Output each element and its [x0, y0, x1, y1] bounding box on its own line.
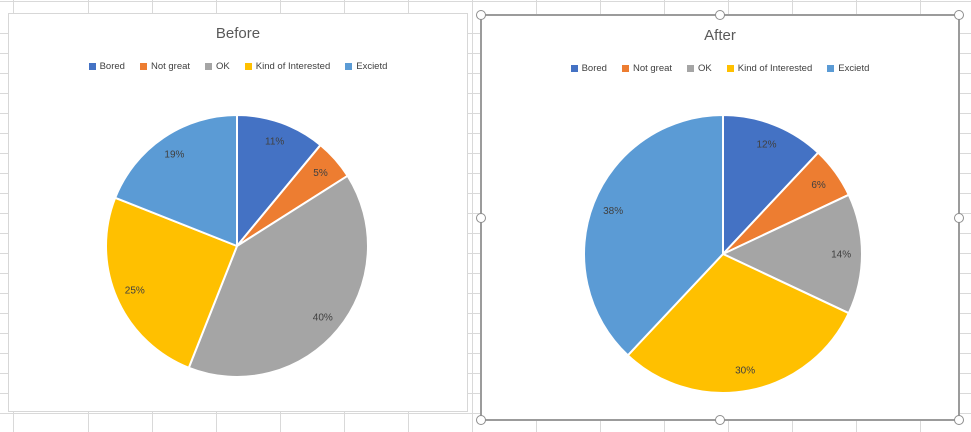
- legend-item-kind-of-interested[interactable]: Kind of Interested: [244, 61, 331, 72]
- legend-item-not-great[interactable]: Not great: [621, 63, 673, 74]
- pie-before[interactable]: 11% 5% 40% 25% 19%: [9, 14, 467, 411]
- legend-swatch-not-great: [139, 63, 147, 71]
- legend-item-excietd[interactable]: Excietd: [827, 64, 869, 74]
- selection-handle-top-left[interactable]: [476, 10, 486, 20]
- data-label-ok: 40%: [313, 313, 333, 324]
- legend-label-bored: Bored: [581, 63, 607, 74]
- chart-legend-after: Bored Not great OK Kind of Interested Exciet…: [482, 64, 958, 74]
- selection-handle-bottom-left[interactable]: [476, 415, 486, 425]
- legend-label-ok: OK: [216, 61, 230, 72]
- legend-swatch-excietd: [345, 63, 353, 71]
- selection-handle-middle-left[interactable]: [476, 212, 486, 223]
- legend-label-bored: Bored: [99, 61, 125, 72]
- pie-slice-bored[interactable]: [236, 114, 322, 247]
- selection-handle-top-center[interactable]: [715, 10, 725, 20]
- data-label-bored: 11%: [265, 137, 284, 148]
- legend-item-kind-of-interested[interactable]: Kind of Interested: [726, 63, 813, 74]
- legend-label-kind-of-interested: Kind of Interested: [255, 61, 331, 72]
- legend-item-ok[interactable]: OK: [687, 64, 712, 74]
- pie-after[interactable]: 12% 6% 14% 30% 38%: [482, 16, 958, 419]
- legend-swatch-ok: [205, 63, 213, 71]
- selection-handle-middle-right[interactable]: [954, 212, 964, 223]
- chart-after[interactable]: After Bored Not great OK Kind of Interested…: [476, 10, 964, 425]
- data-label-not-great: 6%: [811, 180, 826, 191]
- legend-item-bored[interactable]: Bored: [88, 61, 125, 72]
- pie-slice-excietd[interactable]: [583, 114, 724, 357]
- pie-slice-ok[interactable]: [187, 174, 369, 378]
- pie-slice-kind-of-interested[interactable]: [626, 253, 850, 394]
- legend-swatch-bored: [88, 63, 96, 71]
- legend-item-ok[interactable]: OK: [205, 62, 230, 72]
- legend-label-excietd: Excietd: [356, 61, 388, 72]
- data-label-kind-of-interested: 30%: [735, 366, 755, 377]
- legend-item-not-great[interactable]: Not great: [139, 61, 191, 72]
- legend-swatch-bored: [570, 65, 578, 73]
- legend-item-excietd[interactable]: Excietd: [345, 62, 387, 72]
- legend-label-not-great: Not great: [150, 61, 191, 72]
- legend-item-bored[interactable]: Bored: [570, 63, 607, 74]
- chart-legend-before: Bored Not great OK Kind of Interested Exciet…: [9, 62, 467, 72]
- chart-before[interactable]: Before Bored Not great OK Kind of Intereste…: [8, 13, 468, 412]
- legend-swatch-kind-of-interested: [244, 63, 252, 71]
- legend-label-ok: OK: [698, 63, 712, 74]
- pie-slice-excietd[interactable]: [114, 114, 238, 247]
- data-label-not-great: 5%: [313, 168, 328, 179]
- legend-label-excietd: Excietd: [838, 63, 870, 74]
- selection-handle-top-right[interactable]: [954, 10, 964, 20]
- pie-slice-ok[interactable]: [722, 193, 863, 315]
- legend-label-kind-of-interested: Kind of Interested: [737, 63, 813, 74]
- pie-slice-kind-of-interested[interactable]: [105, 196, 238, 369]
- selection-handle-bottom-center[interactable]: [715, 415, 725, 425]
- chart-title-before: Before: [215, 25, 261, 42]
- legend-label-not-great: Not great: [632, 63, 673, 74]
- pie-slice-bored[interactable]: [722, 114, 820, 255]
- data-label-kind-of-interested: 25%: [125, 286, 145, 297]
- data-label-excietd: 19%: [164, 149, 184, 160]
- selection-handle-bottom-right[interactable]: [954, 415, 964, 425]
- chart-title-after: After: [704, 27, 736, 44]
- legend-swatch-excietd: [827, 65, 835, 73]
- data-label-bored: 12%: [756, 140, 776, 151]
- legend-swatch-not-great: [621, 65, 629, 73]
- legend-swatch-ok: [687, 65, 695, 73]
- data-label-excietd: 38%: [603, 206, 623, 217]
- legend-swatch-kind-of-interested: [726, 65, 734, 73]
- data-label-ok: 14%: [831, 250, 851, 261]
